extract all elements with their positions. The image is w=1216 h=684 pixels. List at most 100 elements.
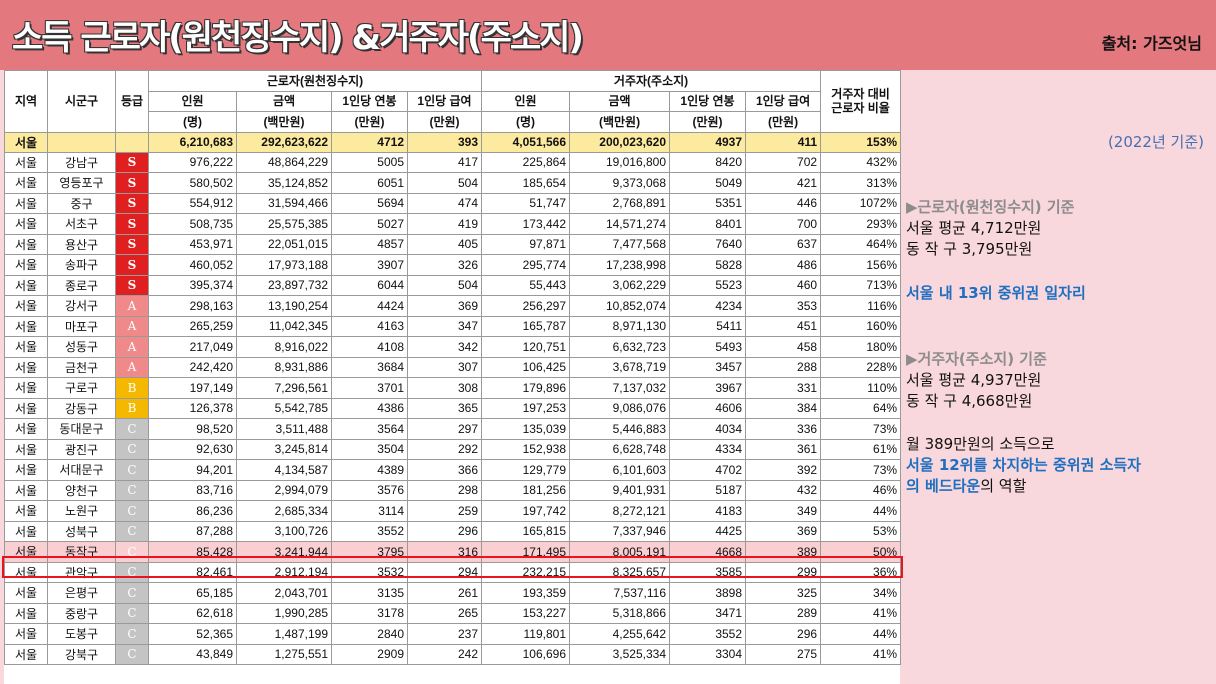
resident-basis-heading: ▶거주자(주소지) 기준 (906, 350, 1047, 368)
cell-resident-count: 55,443 (481, 274, 571, 296)
cell-resident-monthly: 432 (745, 479, 822, 501)
cell-grade: C (115, 602, 149, 624)
cell-resident-count: 129,779 (481, 459, 571, 481)
cell-resident-annual: 3967 (669, 377, 747, 399)
cell-worker-amount: 1,990,285 (236, 602, 332, 624)
cell-ratio: 110% (820, 377, 902, 399)
page-title: 소득 근로자(원천징수지) &거주자(주소지) (12, 18, 584, 58)
cell-worker-annual: 4108 (331, 336, 408, 358)
worker-rank-note: 서울 내 13위 중위권 일자리 (906, 284, 1086, 302)
cell-region: 서울 (4, 213, 48, 235)
cell-resident-monthly: 384 (745, 397, 822, 419)
cell-worker-count: 580,502 (148, 172, 237, 194)
cell-worker-count: 6,210,683 (148, 131, 237, 153)
cell-grade: C (115, 541, 149, 563)
cell-worker-annual: 6051 (331, 172, 408, 194)
cell-district: 노원구 (47, 500, 116, 522)
cell-worker-annual: 4857 (331, 233, 408, 255)
cell-worker-amount: 22,051,015 (236, 233, 332, 255)
cell-region: 서울 (4, 582, 48, 604)
cell-ratio: 180% (820, 336, 902, 358)
cell-worker-amount: 35,124,852 (236, 172, 332, 194)
cell-worker-count: 265,259 (148, 315, 237, 337)
cell-district: 동대문구 (47, 418, 116, 440)
cell-region: 서울 (4, 520, 48, 542)
cell-resident-count: 106,425 (481, 356, 571, 378)
cell-worker-annual: 3701 (331, 377, 408, 399)
cell-region: 서울 (4, 602, 48, 624)
cell-resident-annual: 7640 (669, 233, 747, 255)
resident-dongjak-value: 동 작 구 4,668만원 (906, 392, 1033, 410)
cell-resident-amount: 5,446,883 (569, 418, 671, 440)
header-ratio-line1: 거주자 대비 (831, 87, 890, 102)
cell-resident-count: 225,864 (481, 151, 571, 173)
cell-district: 중랑구 (47, 602, 116, 624)
cell-grade: S (115, 254, 149, 276)
cell-region: 서울 (4, 336, 48, 358)
cell-ratio: 36% (820, 561, 902, 583)
cell-worker-count: 65,185 (148, 582, 237, 604)
cell-resident-annual: 4234 (669, 295, 747, 317)
cell-ratio: 61% (820, 438, 902, 460)
cell-worker-amount: 23,897,732 (236, 274, 332, 296)
table-row: 서울 영등포구 S 580,502 35,124,852 6051 504 185,654 9,… (4, 172, 902, 194)
cell-region: 서울 (4, 254, 48, 276)
cell-worker-monthly: 316 (406, 541, 483, 563)
cell-region: 서울 (4, 172, 48, 194)
cell-worker-annual: 3795 (331, 541, 408, 563)
basis-year: (2022년 기준) (1107, 133, 1204, 151)
header-ratio-line2: 근로자 비율 (831, 101, 890, 116)
cell-worker-monthly: 504 (406, 274, 483, 296)
cell-worker-count: 92,630 (148, 438, 237, 460)
cell-worker-amount: 13,190,254 (236, 295, 332, 317)
cell-resident-annual: 5049 (669, 172, 747, 194)
table-row: 서울 동대문구 C 98,520 3,511,488 3564 297 135,039 5,44… (4, 418, 902, 440)
cell-resident-annual: 8420 (669, 151, 747, 173)
cell-resident-monthly: 486 (745, 254, 822, 276)
header-sub-unit: (만원) (745, 111, 822, 133)
source-credit: 출처: 가즈엇님 (1101, 34, 1202, 53)
cell-region: 서울 (4, 643, 48, 665)
cell-resident-monthly: 411 (745, 131, 822, 153)
cell-worker-monthly: 347 (406, 315, 483, 337)
cell-grade: A (115, 295, 149, 317)
cell-grade: C (115, 561, 149, 583)
header-sub-unit: (백만원) (236, 111, 332, 133)
cell-worker-annual: 3532 (331, 561, 408, 583)
cell-worker-count: 87,288 (148, 520, 237, 542)
cell-district: 강동구 (47, 397, 116, 419)
cell-district: 광진구 (47, 438, 116, 460)
cell-worker-annual: 3135 (331, 582, 408, 604)
table-row: 서울 금천구 A 242,420 8,931,886 3684 307 106,425 3,67… (4, 356, 902, 378)
cell-worker-amount: 292,623,622 (236, 131, 332, 153)
cell-ratio: 464% (820, 233, 902, 255)
header-sub-label: 금액 (236, 90, 332, 112)
cell-grade: B (115, 377, 149, 399)
bedtown-role-note: 의 베드타운의 역할 (906, 475, 1026, 496)
cell-worker-count: 82,461 (148, 561, 237, 583)
cell-worker-count: 976,222 (148, 151, 237, 173)
cell-resident-amount: 8,971,130 (569, 315, 671, 337)
cell-resident-monthly: 637 (745, 233, 822, 255)
cell-grade: C (115, 582, 149, 604)
cell-grade: C (115, 623, 149, 645)
table-row: 서울 양천구 C 83,716 2,994,079 3576 298 181,256 9,401… (4, 479, 902, 501)
cell-worker-monthly: 307 (406, 356, 483, 378)
cell-grade: C (115, 479, 149, 501)
table-row: 서울 서초구 S 508,735 25,575,385 5027 419 173,442 14,… (4, 213, 902, 235)
cell-worker-count: 86,236 (148, 500, 237, 522)
cell-worker-annual: 4389 (331, 459, 408, 481)
cell-worker-amount: 2,912,194 (236, 561, 332, 583)
cell-resident-amount: 10,852,074 (569, 295, 671, 317)
cell-region: 서울 (4, 192, 48, 214)
cell-resident-annual: 4937 (669, 131, 747, 153)
cell-region: 서울 (4, 418, 48, 440)
cell-resident-monthly: 288 (745, 356, 822, 378)
table-row: 서울 동작구 C 85,428 3,241,944 3795 316 171,495 8,005… (4, 541, 902, 563)
cell-resident-monthly: 289 (745, 602, 822, 624)
cell-grade: S (115, 172, 149, 194)
cell-worker-annual: 5694 (331, 192, 408, 214)
table-row: 서울 서대문구 C 94,201 4,134,587 4389 366 129,779 6,10… (4, 459, 902, 481)
cell-resident-annual: 4183 (669, 500, 747, 522)
cell-region: 서울 (4, 541, 48, 563)
